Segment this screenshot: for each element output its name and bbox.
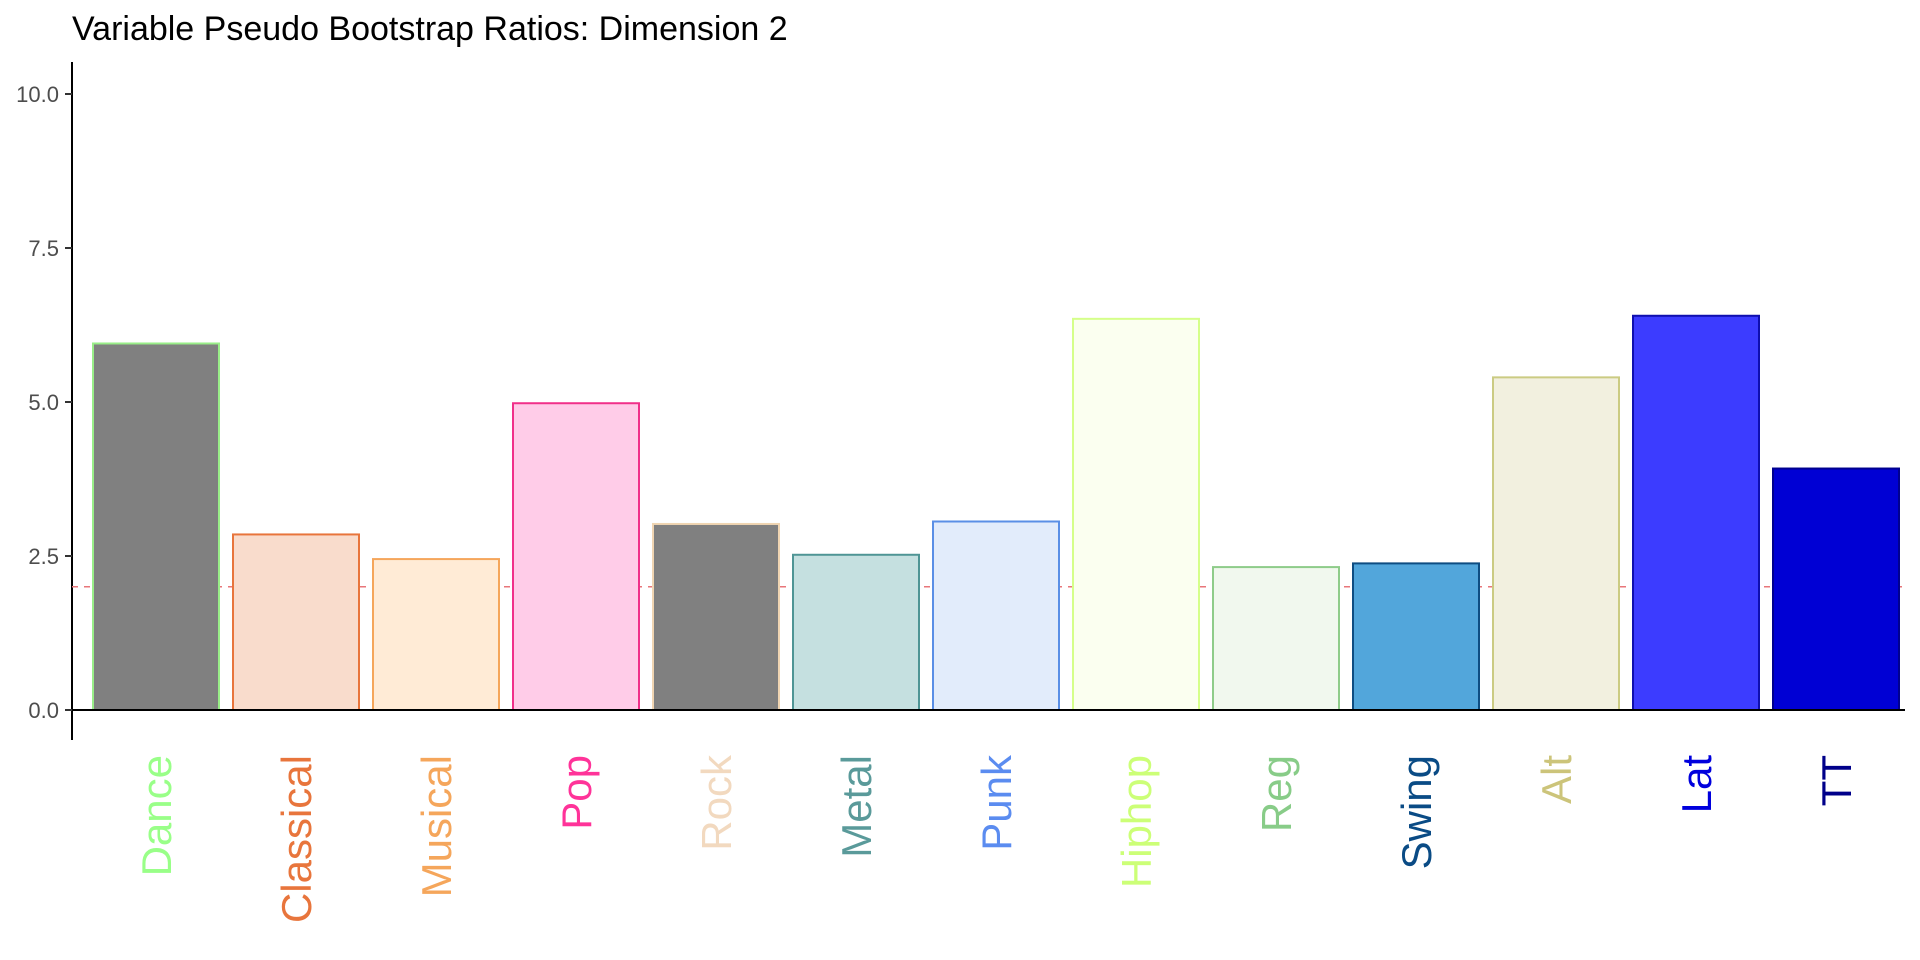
bars: [92, 314, 1900, 712]
x-label-pop: Pop: [553, 755, 600, 830]
bar-tt: [1772, 467, 1900, 712]
bar-classical: [232, 533, 360, 711]
bar-hiphop: [1072, 317, 1200, 711]
chart-title: Variable Pseudo Bootstrap Ratios: Dimens…: [72, 10, 788, 48]
x-label-classical: Classical: [273, 755, 320, 923]
x-label-tt: TT: [1813, 755, 1860, 806]
x-label-lat: Lat: [1673, 755, 1720, 814]
bar-musical: [372, 558, 500, 712]
bar-pop: [512, 402, 640, 711]
y-axis-ticks: 0.0 2.5 5.0 7.5 10.0: [16, 82, 72, 723]
x-label-dance: Dance: [133, 755, 180, 876]
x-label-musical: Musical: [413, 755, 460, 897]
y-tick-label: 7.5: [28, 236, 59, 261]
bar-reg: [1212, 566, 1340, 712]
bar-rock: [652, 522, 780, 712]
x-label-rock: Rock: [693, 754, 740, 851]
x-label-punk: Punk: [973, 754, 1020, 851]
bar-dance: [92, 342, 220, 711]
x-label-alt: Alt: [1533, 755, 1580, 804]
bar-lat: [1632, 314, 1760, 711]
x-label-reg: Reg: [1253, 755, 1300, 832]
y-tick-label: 0.0: [28, 698, 59, 723]
x-label-metal: Metal: [833, 755, 880, 858]
x-axis-labels: Dance Classical Musical Pop Rock Metal Punk Hip…: [133, 754, 1860, 923]
x-label-swing: Swing: [1393, 755, 1440, 869]
y-tick-label: 5.0: [28, 390, 59, 415]
bar-punk: [932, 520, 1060, 712]
y-tick-label: 2.5: [28, 544, 59, 569]
bar-metal: [792, 553, 920, 711]
bar-swing: [1352, 562, 1480, 712]
y-tick-label: 10.0: [16, 82, 59, 107]
bar-alt: [1492, 376, 1620, 711]
x-label-hiphop: Hiphop: [1113, 755, 1160, 888]
